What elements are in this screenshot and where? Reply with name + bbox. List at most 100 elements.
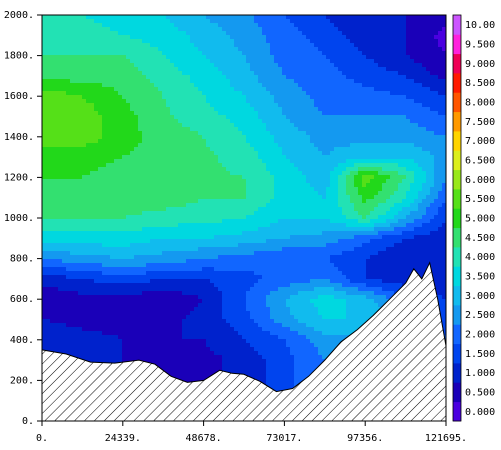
contour-cell [106,51,111,56]
contour-cell [338,23,343,28]
contour-cell [394,127,399,132]
contour-cell [114,39,119,44]
contour-cell [294,91,299,96]
contour-cell [138,79,143,84]
contour-cell [266,199,271,204]
contour-cell [294,99,299,104]
contour-cell [170,103,175,108]
contour-cell [342,199,347,204]
contour-cell [174,143,179,148]
contour-cell [118,91,123,96]
contour-cell [154,47,159,52]
contour-cell [206,187,211,192]
contour-cell [266,39,271,44]
contour-cell [118,31,123,36]
contour-cell [402,23,407,28]
contour-cell [82,211,87,216]
contour-cell [230,163,235,168]
contour-cell [186,47,191,52]
contour-cell [82,123,87,128]
contour-cell [62,27,67,32]
contour-cell [222,91,227,96]
contour-cell [386,123,391,128]
contour-cell [398,35,403,40]
contour-cell [242,175,247,180]
contour-cell [70,51,75,56]
contour-cell [114,19,119,24]
contour-cell [266,135,271,140]
contour-cell [134,195,139,200]
contour-cell [334,143,339,148]
contour-cell [406,99,411,104]
contour-cell [214,55,219,60]
contour-cell [358,95,363,100]
contour-cell [342,203,347,208]
contour-cell [78,63,83,68]
contour-cell [386,147,391,152]
contour-cell [90,127,95,132]
contour-cell [90,151,95,156]
contour-cell [418,167,423,172]
contour-cell [326,87,331,92]
contour-cell [298,167,303,172]
contour-cell [70,99,75,104]
contour-cell [430,35,435,40]
contour-cell [298,19,303,24]
contour-cell [418,67,423,72]
contour-cell [358,119,363,124]
contour-cell [258,91,263,96]
contour-cell [298,163,303,168]
contour-cell [254,179,259,184]
contour-cell [210,111,215,116]
contour-cell [178,179,183,184]
contour-cell [114,51,119,56]
contour-cell [54,175,59,180]
contour-cell [390,119,395,124]
contour-cell [430,75,435,80]
contour-cell [246,19,251,24]
contour-cell [174,151,179,156]
contour-cell [218,191,223,196]
contour-cell [174,183,179,188]
contour-cell [314,203,319,208]
contour-cell [126,151,131,156]
contour-cell [290,131,295,136]
contour-cell [262,167,267,172]
contour-cell [422,55,427,60]
contour-cell [154,163,159,168]
contour-cell [362,43,367,48]
contour-cell [206,15,211,20]
contour-cell [82,191,87,196]
contour-cell [150,27,155,32]
contour-cell [442,15,446,20]
contour-cell [370,151,375,156]
contour-cell [66,103,71,108]
contour-cell [90,99,95,104]
contour-cell [338,107,343,112]
contour-cell [342,155,347,160]
contour-cell [426,107,431,112]
contour-cell [422,27,427,32]
contour-cell [46,55,51,60]
contour-cell [122,187,127,192]
contour-cell [366,59,371,64]
contour-cell [334,127,339,132]
contour-cell [50,15,55,20]
contour-cell [322,143,327,148]
contour-cell [414,107,419,112]
contour-cell [430,187,435,192]
contour-cell [326,55,331,60]
contour-cell [418,27,423,32]
contour-cell [310,187,315,192]
contour-cell [306,175,311,180]
contour-cell [274,67,279,72]
contour-cell [170,83,175,88]
contour-cell [422,35,427,40]
contour-cell [242,31,247,36]
contour-cell [242,47,247,52]
contour-cell [62,175,67,180]
contour-cell [226,91,231,96]
contour-cell [230,203,235,208]
contour-cell [46,75,51,80]
contour-cell [342,171,347,176]
